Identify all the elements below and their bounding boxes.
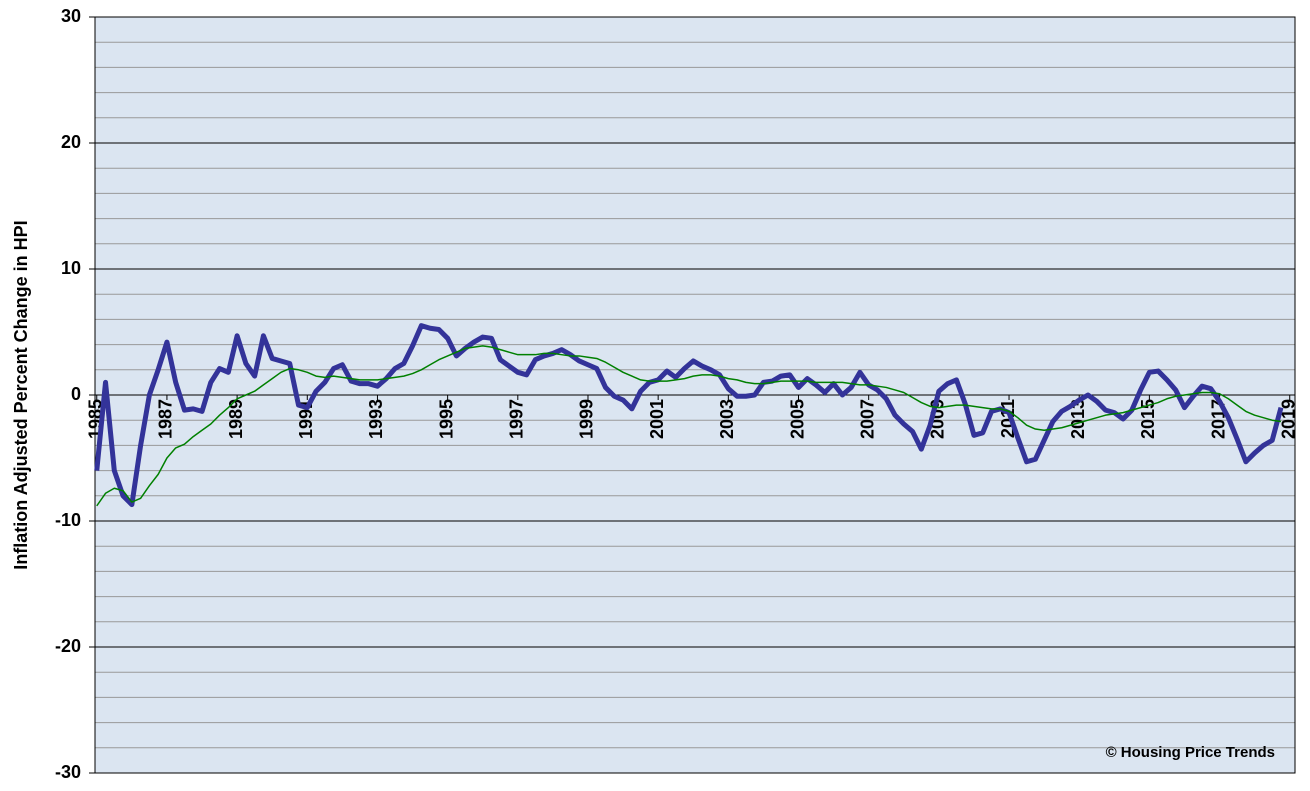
y-tick-label: 0 bbox=[71, 384, 81, 404]
x-tick-label: 2005 bbox=[787, 399, 807, 439]
x-tick-label: 1991 bbox=[296, 399, 316, 439]
line bbox=[94, 323, 1284, 508]
x-tick-label: 1997 bbox=[507, 399, 527, 439]
y-tick-label: 10 bbox=[61, 258, 81, 278]
line bbox=[96, 345, 1282, 507]
x-tick-label: 2019 bbox=[1278, 399, 1298, 439]
y-tick-label: 20 bbox=[61, 132, 81, 152]
x-tick-label: 1993 bbox=[366, 399, 386, 439]
annotation: © Housing Price Trends bbox=[1106, 744, 1275, 761]
x-tick-label: 2017 bbox=[1208, 399, 1228, 439]
x-tick-label: 2015 bbox=[1138, 399, 1158, 439]
x-tick-label: 1999 bbox=[577, 399, 597, 439]
y-tick-label: 30 bbox=[61, 6, 81, 26]
plot-border bbox=[94, 16, 1296, 774]
x-tick-label: 2003 bbox=[717, 399, 737, 439]
x-tick-label: 1987 bbox=[156, 399, 176, 439]
y-tick-label: -10 bbox=[55, 510, 81, 530]
x-tick-label: 2013 bbox=[1068, 399, 1088, 439]
x-tick-label: 2007 bbox=[857, 399, 877, 439]
y-tick-label: -20 bbox=[55, 636, 81, 656]
x-tick-label: 2001 bbox=[647, 399, 667, 439]
y-axis-label: Inflation Adjusted Percent Change in HPI bbox=[11, 220, 31, 569]
x-tick-label: 1989 bbox=[226, 399, 246, 439]
x-tick-label: 1995 bbox=[436, 399, 456, 439]
y-tick-label: -30 bbox=[55, 762, 81, 782]
